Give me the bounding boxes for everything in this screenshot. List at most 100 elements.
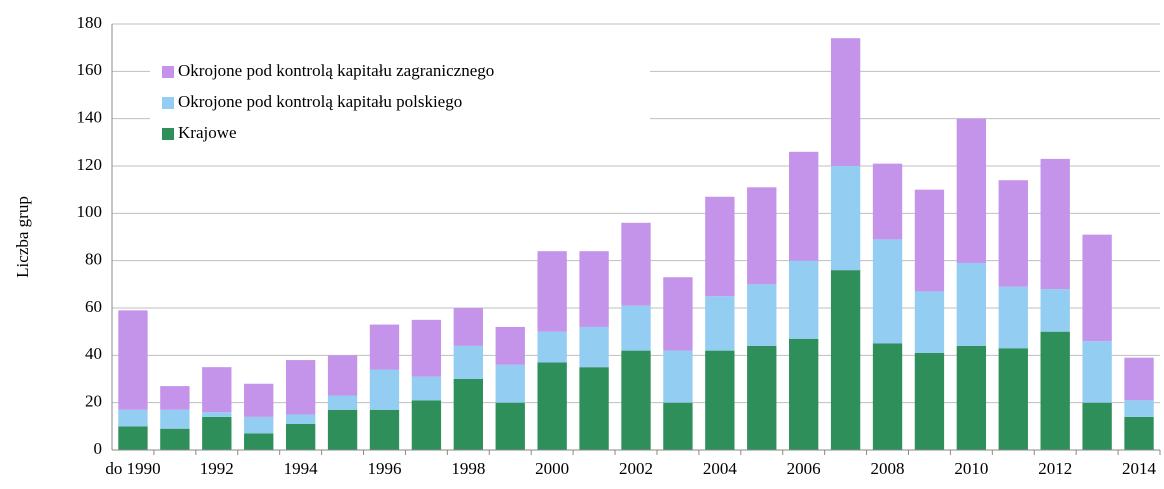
bar-segment: [327, 409, 358, 450]
bar-segment: [663, 350, 693, 403]
y-tick-label: 40: [85, 344, 102, 363]
bar-segment: [621, 350, 651, 450]
bar-segment: [579, 251, 609, 327]
bar-segment: [1082, 341, 1112, 403]
y-tick-label: 20: [85, 392, 102, 411]
y-tick-label: 100: [77, 202, 103, 221]
bar-segment: [537, 362, 567, 450]
bar-segment: [160, 409, 190, 429]
bar-segment: [621, 222, 651, 306]
bar-segment: [1124, 416, 1154, 450]
bar-segment: [914, 189, 945, 292]
bar-segment: [747, 284, 777, 346]
bar-segment: [1040, 158, 1070, 290]
bar-segment: [202, 367, 232, 413]
bar-segment: [1040, 331, 1070, 450]
bar-segment: [285, 360, 316, 415]
bar-segment: [1082, 402, 1112, 450]
bar-segment: [202, 416, 232, 450]
bar-segment: [160, 386, 190, 410]
x-tick-label: 1994: [284, 459, 319, 478]
bar-segment: [202, 412, 232, 417]
bar-segment: [1124, 400, 1154, 417]
legend-label: Okrojone pod kontrolą kapitału zagranicz…: [178, 61, 494, 80]
y-tick-label: 60: [85, 297, 102, 316]
bar-segment: [495, 402, 525, 450]
legend-swatch: [162, 128, 174, 140]
bar-segment: [369, 324, 400, 370]
x-tick-label: 2002: [619, 459, 653, 478]
bar-segment: [621, 305, 651, 351]
bar-segment: [747, 345, 777, 450]
bar-segment: [789, 151, 819, 261]
x-tick-label: 2006: [787, 459, 821, 478]
bar-segment: [453, 345, 483, 379]
y-tick-label: 0: [94, 439, 103, 458]
y-tick-label: 120: [77, 155, 103, 174]
bar-segment: [663, 277, 693, 351]
bar-segment: [453, 308, 483, 346]
y-tick-label: 180: [77, 13, 103, 32]
bar-segment: [872, 343, 903, 450]
bar-segment: [160, 428, 190, 450]
bar-segment: [369, 369, 400, 410]
bar-segment: [411, 376, 442, 401]
bar-segment: [579, 326, 609, 368]
bar-segment: [244, 416, 274, 434]
bar-segment: [1082, 234, 1112, 342]
x-tick-label: 1996: [367, 459, 401, 478]
bar-segment: [285, 414, 316, 424]
bar-segment: [1124, 357, 1154, 401]
bar-segment: [453, 379, 483, 450]
bar-segment: [789, 338, 819, 450]
bar-segment: [914, 352, 945, 450]
bar-segment: [998, 286, 1028, 349]
bar-segment: [663, 402, 693, 450]
bar-segment: [118, 426, 148, 450]
bar-segment: [495, 364, 525, 403]
x-tick-label: 2014: [1122, 459, 1157, 478]
bar-segment: [830, 38, 861, 167]
bar-segment: [789, 260, 819, 339]
bar-segment: [830, 166, 861, 271]
bar-segment: [495, 326, 525, 365]
bar-segment: [872, 239, 903, 344]
bar-segment: [998, 348, 1028, 450]
y-axis-label: Liczba grup: [13, 196, 32, 278]
bar-segment: [537, 331, 567, 363]
bar-segment: [411, 319, 442, 377]
bar-segment: [705, 196, 735, 297]
bar-segment: [830, 270, 861, 450]
legend-box: [150, 55, 650, 155]
bar-segment: [998, 180, 1028, 287]
bar-segment: [914, 291, 945, 353]
bar-segment: [244, 433, 274, 450]
y-tick-label: 140: [77, 108, 103, 127]
x-tick-label: 2000: [535, 459, 569, 478]
bar-segment: [537, 251, 567, 332]
bar-segment: [411, 400, 442, 450]
x-tick-label: 1998: [451, 459, 485, 478]
x-tick-label: 1992: [200, 459, 234, 478]
bar-segment: [956, 345, 987, 450]
y-tick-label: 160: [77, 60, 103, 79]
x-tick-label: 2010: [954, 459, 988, 478]
bar-segment: [118, 310, 148, 410]
bar-segment: [705, 350, 735, 450]
x-tick-label: 2008: [871, 459, 905, 478]
bar-segment: [579, 367, 609, 450]
bar-segment: [327, 395, 358, 410]
bar-segment: [956, 118, 987, 264]
legend-label: Okrojone pod kontrolą kapitału polskiego: [178, 92, 462, 111]
bar-segment: [956, 263, 987, 346]
y-tick-label: 80: [85, 250, 102, 269]
legend-swatch: [162, 66, 174, 78]
bar-segment: [747, 187, 777, 285]
x-tick-label: do 1990: [105, 459, 160, 478]
bar-segment: [1040, 289, 1070, 332]
bar-segment: [244, 383, 274, 417]
bar-segment: [285, 423, 316, 450]
x-tick-label: 2012: [1038, 459, 1072, 478]
x-tick-label: 2004: [703, 459, 738, 478]
